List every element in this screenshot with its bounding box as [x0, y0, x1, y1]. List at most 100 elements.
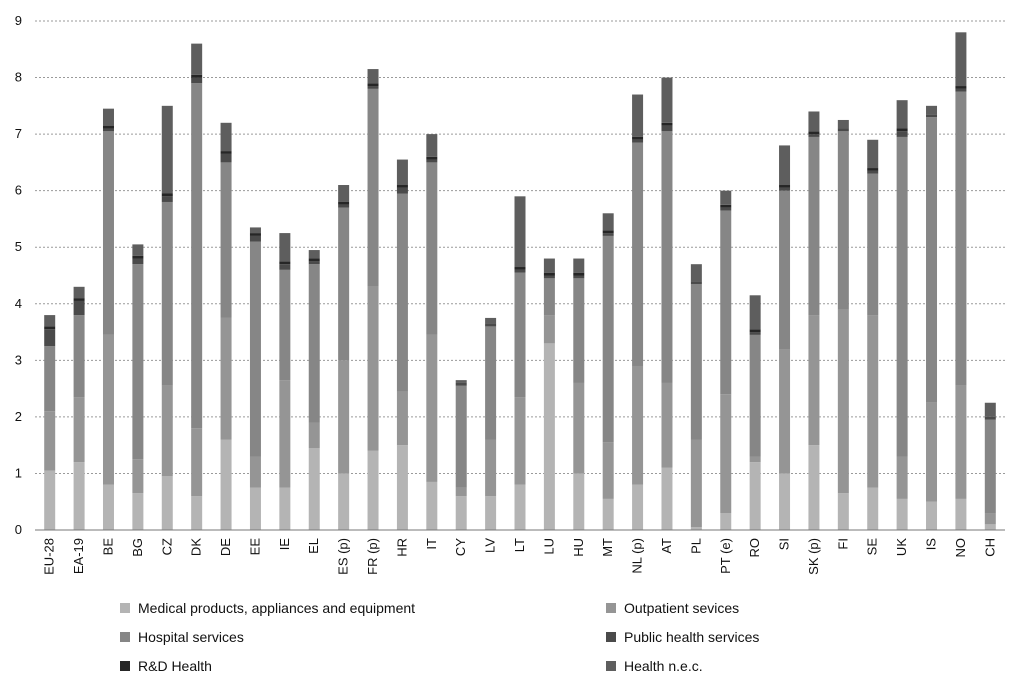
- bar-segment: [602, 235, 614, 443]
- bar-segment: [808, 134, 820, 137]
- bar-segment: [132, 493, 144, 530]
- x-tick-label: HU: [571, 538, 586, 557]
- legend-label: Outpatient sevices: [624, 600, 740, 616]
- bar-segment: [543, 272, 555, 276]
- bar-segment: [455, 385, 467, 488]
- bar-segment: [661, 122, 673, 126]
- bar-segment: [690, 439, 702, 528]
- bar-segment: [396, 187, 408, 194]
- y-tick-label: 6: [15, 183, 22, 198]
- legend-swatch: [606, 632, 616, 642]
- legend-swatch: [120, 661, 130, 671]
- bar-segment: [837, 131, 849, 310]
- x-tick-label: HR: [394, 538, 409, 557]
- bar-segment: [690, 281, 702, 284]
- bar-segment: [779, 187, 791, 191]
- bar-segment: [779, 145, 791, 186]
- y-tick-label: 4: [15, 296, 22, 311]
- y-tick-label: 2: [15, 409, 22, 424]
- bar-segment: [602, 233, 614, 236]
- x-tick-label: FI: [835, 538, 850, 550]
- legend-label: Health n.e.c.: [624, 658, 703, 674]
- bar-segment: [338, 360, 350, 474]
- x-tick-label: LU: [541, 538, 556, 555]
- legend-label: Hospital services: [138, 629, 244, 645]
- bar-segment: [338, 473, 350, 530]
- bar-segment: [367, 88, 379, 287]
- bar-segment: [926, 402, 938, 502]
- bar-segment: [602, 442, 614, 499]
- bar-segment: [808, 131, 820, 135]
- legend-label: R&D Health: [138, 658, 212, 674]
- bar-segment: [102, 131, 114, 335]
- bar-segment: [926, 117, 938, 403]
- bar-segment: [485, 439, 497, 497]
- bar-segment: [191, 74, 203, 78]
- bar-segment: [249, 487, 261, 530]
- x-tick-label: UK: [894, 538, 909, 556]
- bar-segment: [191, 428, 203, 497]
- bar-segment: [837, 493, 849, 530]
- bar-segment: [455, 380, 467, 383]
- bar-segment: [367, 83, 379, 87]
- bar-segment: [161, 385, 173, 477]
- bar-segment: [749, 329, 761, 333]
- bar-segment: [161, 193, 173, 197]
- bar-segment: [367, 86, 379, 89]
- bar-segment: [632, 94, 644, 137]
- bar-segment: [984, 416, 996, 420]
- bar-segment: [249, 233, 261, 236]
- bar-segment: [455, 496, 467, 530]
- legend-swatch: [606, 661, 616, 671]
- bar-segment: [73, 315, 85, 398]
- bar-segment: [573, 382, 585, 474]
- x-tick-label: NL (p): [630, 538, 645, 574]
- bar-segment: [632, 365, 644, 485]
- y-tick-label: 0: [15, 522, 22, 537]
- bar-segment: [249, 241, 261, 457]
- bar-segment: [220, 162, 232, 318]
- bar-segment: [779, 190, 791, 350]
- bar-segment: [661, 77, 673, 123]
- bar-segment: [720, 190, 732, 205]
- x-tick-label: AT: [659, 538, 674, 554]
- bar-segment: [426, 334, 438, 482]
- bar-segment: [573, 278, 585, 383]
- x-tick-label: RO: [747, 538, 762, 558]
- x-tick-label: BG: [130, 538, 145, 557]
- bar-segment: [191, 83, 203, 429]
- bar-segment: [455, 487, 467, 497]
- bar-segment: [220, 439, 232, 530]
- bar-segment: [279, 261, 291, 265]
- bar-segment: [896, 456, 908, 499]
- bar-segment: [602, 213, 614, 231]
- bar-segment: [426, 159, 438, 163]
- legend-item: Public health services: [606, 629, 759, 645]
- bar-segment: [867, 487, 879, 530]
- bar-segment: [191, 43, 203, 75]
- legend-swatch: [606, 603, 616, 613]
- bar-segment: [161, 196, 173, 202]
- legend-swatch: [120, 603, 130, 613]
- bar-segment: [396, 445, 408, 530]
- bar-segment: [543, 278, 555, 316]
- bar-segment: [73, 300, 85, 316]
- bar-segment: [926, 105, 938, 115]
- bar-segment: [44, 329, 56, 347]
- bar-segment: [749, 295, 761, 330]
- y-tick-label: 3: [15, 352, 22, 367]
- y-tick-label: 7: [15, 126, 22, 141]
- legend-item: Outpatient sevices: [606, 600, 739, 616]
- bar-segment: [367, 69, 379, 84]
- bar-segment: [279, 380, 291, 488]
- bar-segment: [308, 261, 320, 265]
- bar-segment: [338, 204, 350, 208]
- x-tick-label: PT (e): [718, 538, 733, 574]
- bar-segment: [955, 498, 967, 530]
- bar-segment: [867, 170, 879, 174]
- bar-segment: [867, 168, 879, 171]
- bar-segment: [955, 88, 967, 92]
- bar-segment: [661, 131, 673, 383]
- bar-segment: [514, 267, 526, 270]
- bar-segment: [249, 235, 261, 242]
